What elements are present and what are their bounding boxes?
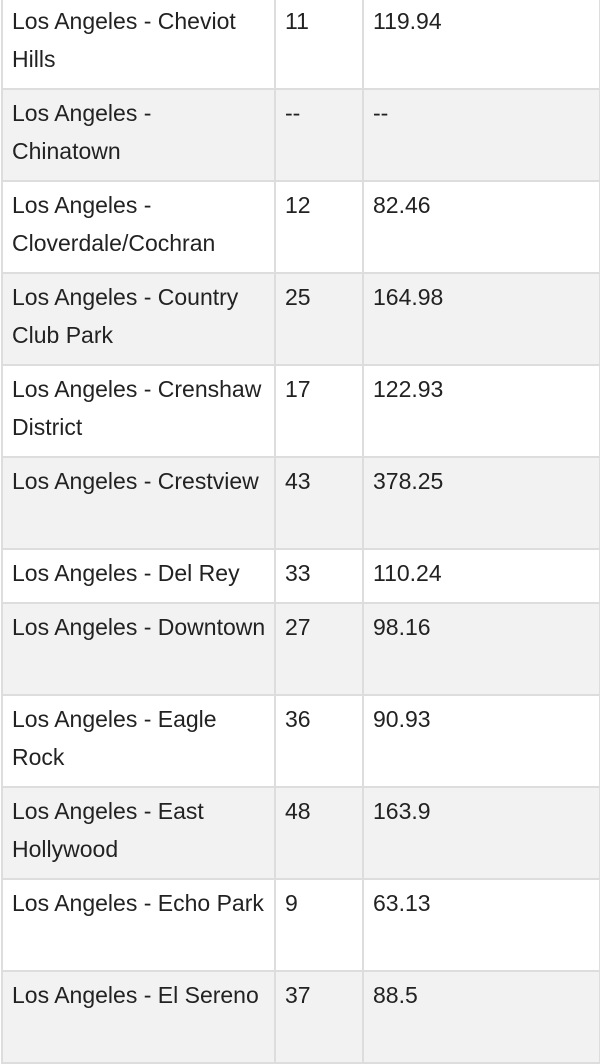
value-cell: 98.16 — [362, 602, 600, 696]
value-cell: 122.93 — [362, 364, 600, 458]
table-row: Los Angeles - Eagle Rock 36 90.93 — [1, 694, 600, 788]
table-row: Los Angeles - Cheviot Hills 11 119.94 — [1, 0, 600, 90]
area-cell: Los Angeles - Crestview — [1, 456, 276, 550]
table-row: Los Angeles - East Hollywood 48 163.9 — [1, 786, 600, 880]
count-cell: 25 — [274, 272, 364, 366]
table-row: Los Angeles - El Sereno 37 88.5 — [1, 970, 600, 1064]
count-cell: -- — [274, 88, 364, 182]
count-cell: 17 — [274, 364, 364, 458]
area-cell: Los Angeles - Eagle Rock — [1, 694, 276, 788]
area-cell: Los Angeles - Chinatown — [1, 88, 276, 182]
value-cell: 110.24 — [362, 548, 600, 604]
count-cell: 33 — [274, 548, 364, 604]
table-row: Los Angeles - Echo Park 9 63.13 — [1, 878, 600, 972]
table-row: Los Angeles - Chinatown -- -- — [1, 88, 600, 182]
table-row: Los Angeles - Downtown 27 98.16 — [1, 602, 600, 696]
value-cell: 163.9 — [362, 786, 600, 880]
count-cell: 48 — [274, 786, 364, 880]
count-cell: 9 — [274, 878, 364, 972]
value-cell: 119.94 — [362, 0, 600, 90]
area-cell: Los Angeles - Downtown — [1, 602, 276, 696]
count-cell: 11 — [274, 0, 364, 90]
table-row: Los Angeles - Country Club Park 25 164.9… — [1, 272, 600, 366]
value-cell: 164.98 — [362, 272, 600, 366]
count-cell: 37 — [274, 970, 364, 1064]
value-cell: 378.25 — [362, 456, 600, 550]
count-cell: 27 — [274, 602, 364, 696]
area-cell: Los Angeles - Del Rey — [1, 548, 276, 604]
value-cell: 90.93 — [362, 694, 600, 788]
area-cell: Los Angeles - El Sereno — [1, 970, 276, 1064]
area-cell: Los Angeles - Country Club Park — [1, 272, 276, 366]
count-cell: 12 — [274, 180, 364, 274]
area-cell: Los Angeles - Cheviot Hills — [1, 0, 276, 90]
value-cell: 82.46 — [362, 180, 600, 274]
value-cell: -- — [362, 88, 600, 182]
value-cell: 88.5 — [362, 970, 600, 1064]
value-cell: 63.13 — [362, 878, 600, 972]
area-cell: Los Angeles - Cloverdale/Cochran — [1, 180, 276, 274]
area-cell: Los Angeles - East Hollywood — [1, 786, 276, 880]
count-cell: 43 — [274, 456, 364, 550]
table-row: Los Angeles - Crenshaw District 17 122.9… — [1, 364, 600, 458]
table-row: Los Angeles - Cloverdale/Cochran 12 82.4… — [1, 180, 600, 274]
area-cell: Los Angeles - Echo Park — [1, 878, 276, 972]
area-cell: Los Angeles - Crenshaw District — [1, 364, 276, 458]
count-cell: 36 — [274, 694, 364, 788]
table-row: Los Angeles - Del Rey 33 110.24 — [1, 548, 600, 604]
table-row: Los Angeles - Crestview 43 378.25 — [1, 456, 600, 550]
